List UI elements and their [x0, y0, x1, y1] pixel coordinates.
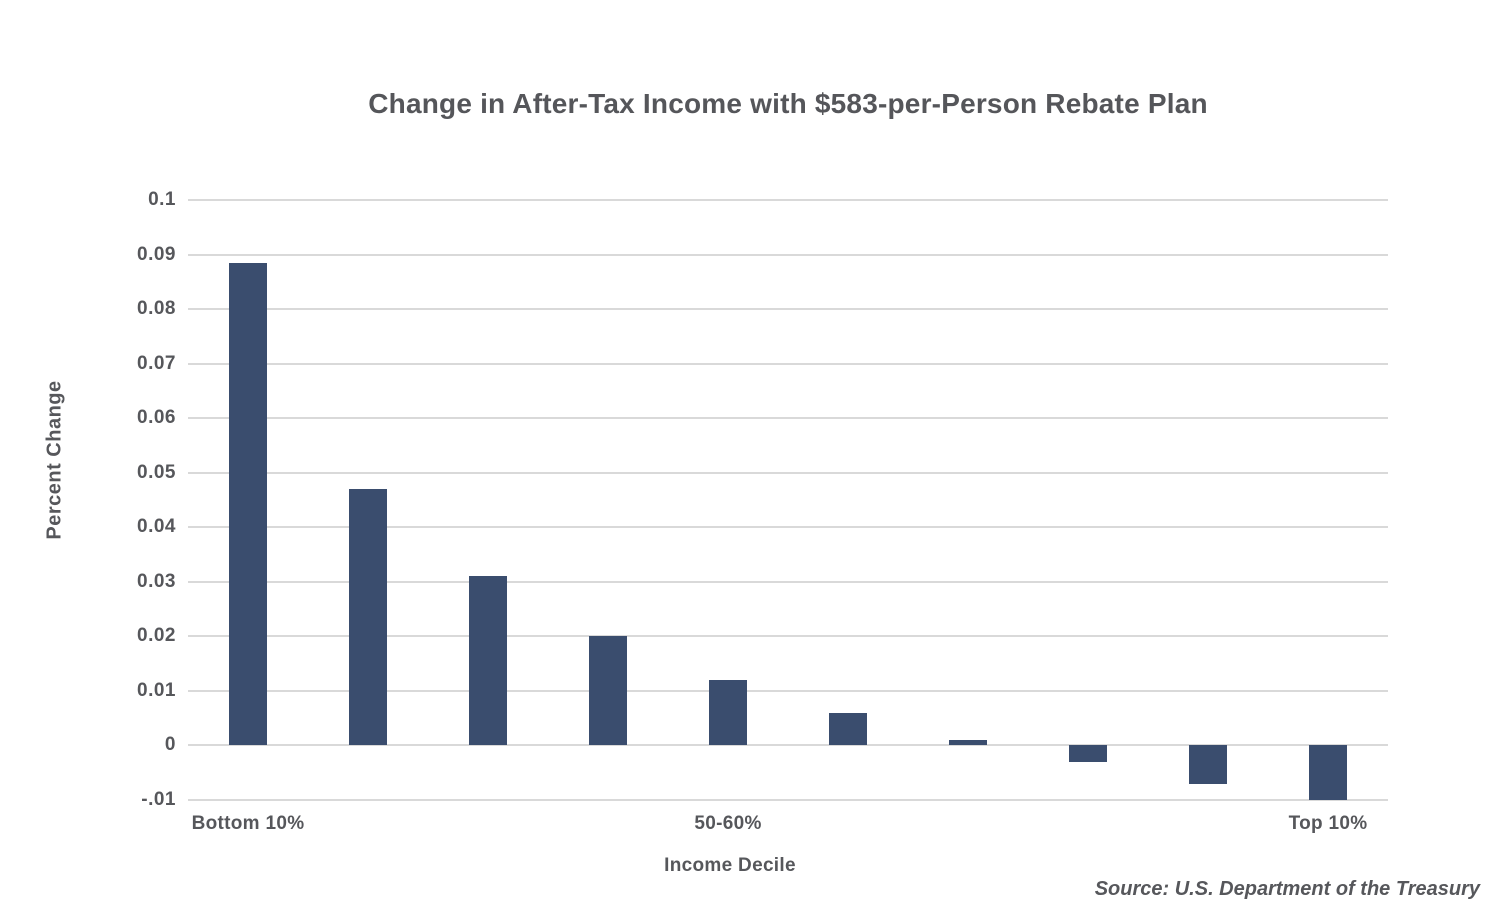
bar-10 — [1309, 745, 1347, 800]
y-tick-label: 0.01 — [137, 679, 176, 701]
gridline — [188, 799, 1388, 801]
y-tick-label: 0.04 — [137, 516, 176, 538]
gridline — [188, 580, 1388, 583]
bar-5 — [709, 680, 747, 746]
x-tick-label: Bottom 10% — [191, 813, 305, 834]
y-tick-label: 0.1 — [148, 189, 176, 210]
gridline — [188, 253, 1388, 256]
y-tick-label: 0.09 — [137, 243, 176, 265]
bar-6 — [829, 712, 867, 746]
y-tick-label: 0.07 — [137, 352, 176, 374]
bar-8 — [1069, 745, 1107, 762]
x-axis-title: Income Decile — [664, 855, 796, 876]
gridline — [188, 308, 1388, 311]
gridline — [188, 689, 1388, 692]
bar-2 — [349, 489, 387, 746]
y-tick-label: 0.05 — [137, 461, 176, 483]
x-tick-label: Top 10% — [1288, 813, 1368, 834]
bar-3 — [469, 576, 507, 746]
bar-7 — [949, 740, 987, 746]
gridline — [188, 526, 1388, 529]
gridline — [188, 471, 1388, 474]
gridline — [188, 417, 1388, 420]
bar-9 — [1189, 745, 1227, 784]
gridline — [188, 362, 1388, 365]
bar-1 — [229, 262, 267, 746]
y-tick-label: 0.02 — [137, 625, 176, 647]
gridline — [188, 199, 1388, 201]
source-note: Source: U.S. Department of the Treasury — [1094, 878, 1480, 900]
y-tick-label: 0.03 — [137, 570, 176, 592]
x-tick-label: 50-60% — [694, 813, 762, 834]
gridline — [188, 635, 1388, 638]
y-tick-label: 0.08 — [137, 298, 176, 320]
y-tick-label: 0 — [164, 734, 176, 756]
gridline — [188, 744, 1388, 747]
bar-4 — [589, 636, 627, 746]
y-axis-title: Percent Change — [43, 380, 66, 540]
chart-title: Change in After-Tax Income with $583-per… — [368, 88, 1208, 119]
plot-area: 0.1 0.09 0.08 0.07 0.06 0.05 0.04 0.03 0.02 0.01 0… — [137, 189, 1388, 834]
y-tick-label: -.01 — [141, 789, 176, 810]
y-tick-label: 0.06 — [137, 407, 176, 429]
